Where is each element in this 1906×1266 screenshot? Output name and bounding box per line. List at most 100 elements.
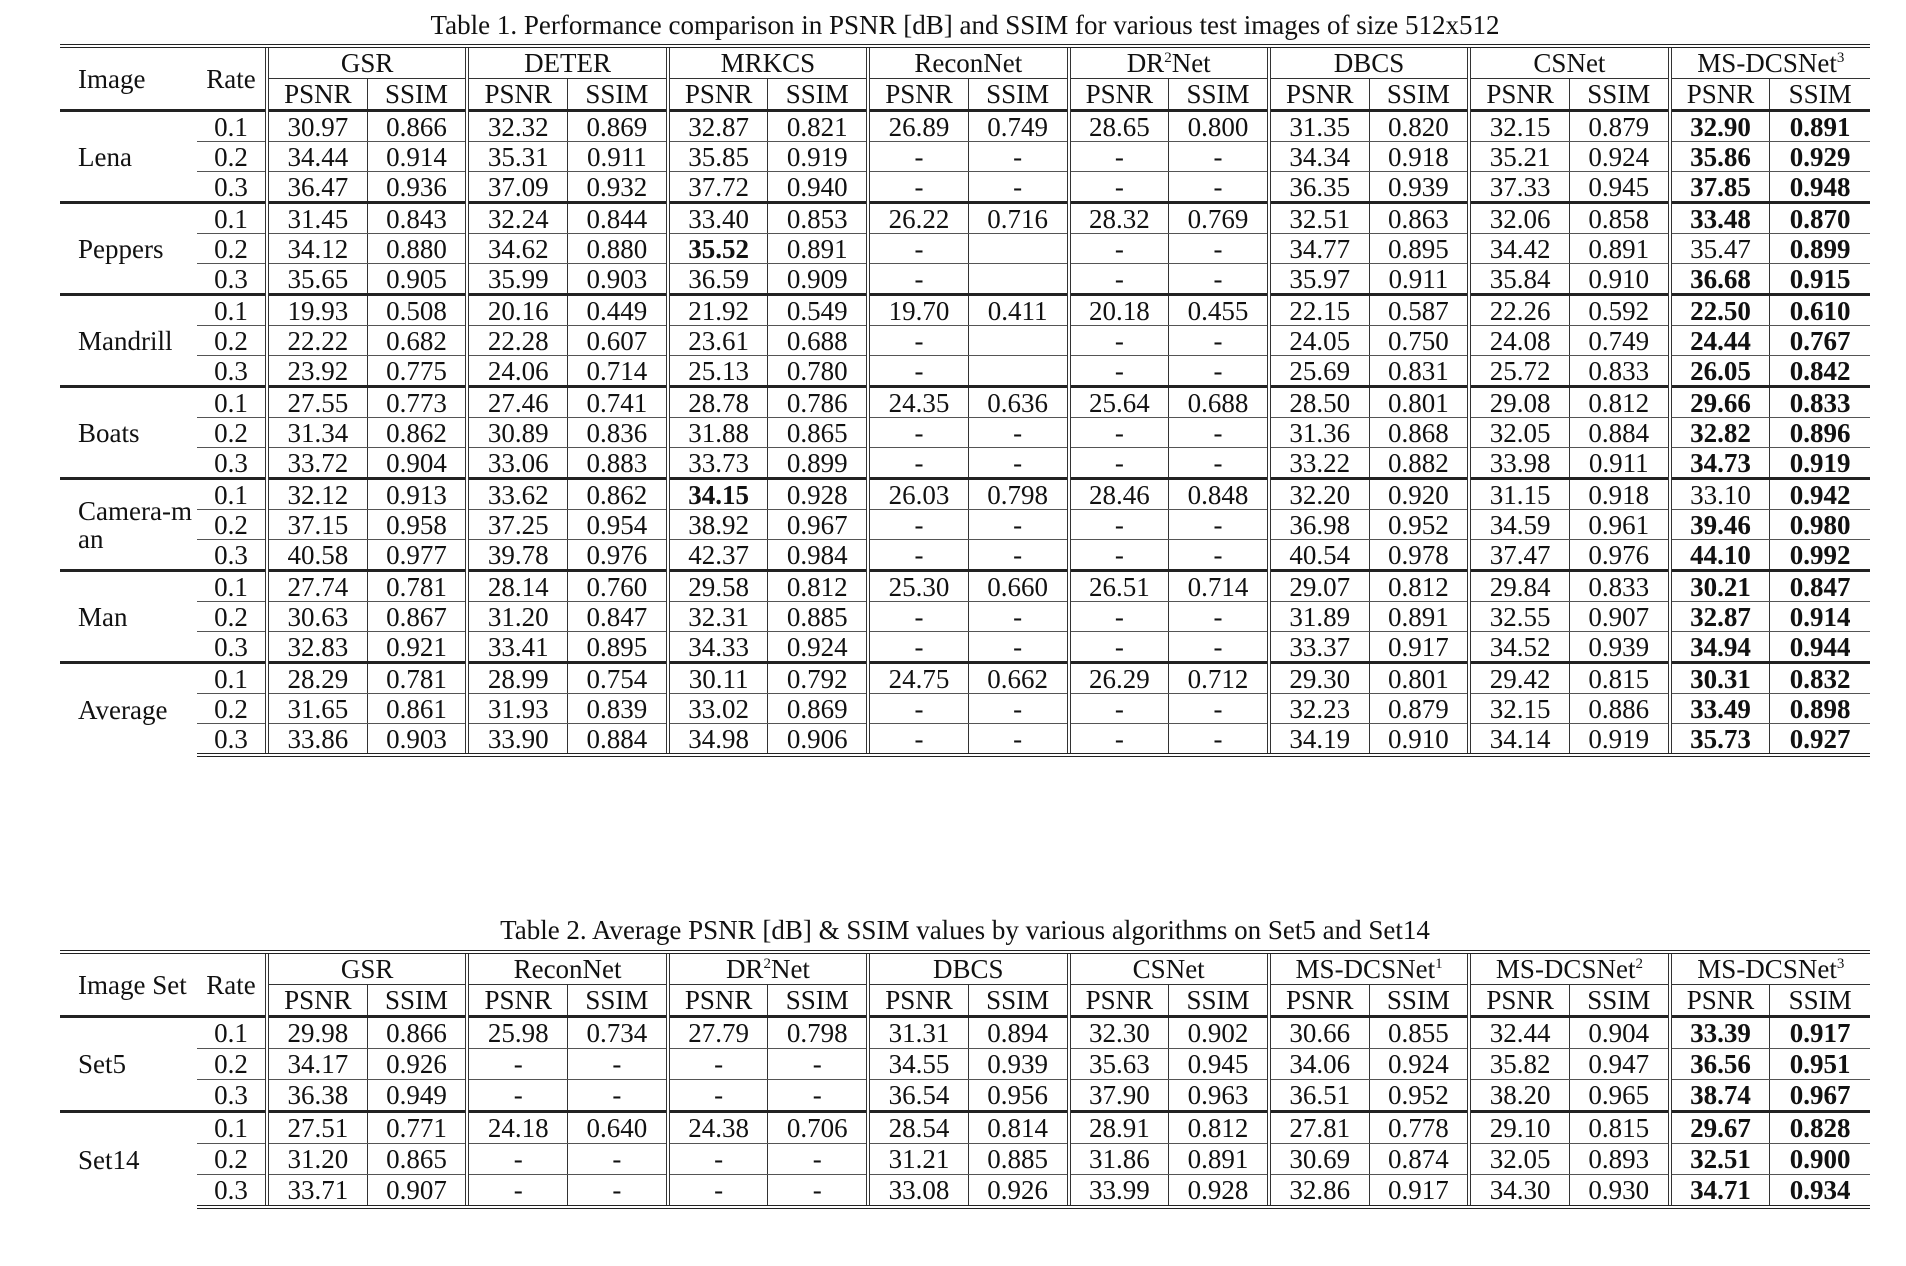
value-cell: 0.869 [567, 110, 668, 142]
value-cell: 38.74 [1667, 1079, 1770, 1112]
metric-header: PSNR [1266, 78, 1370, 112]
value-cell: 37.09 [465, 171, 568, 203]
value-cell: 34.42 [1467, 233, 1570, 264]
value-cell: 0.940 [767, 171, 869, 203]
value-cell: 37.72 [665, 171, 768, 203]
value-cell: 0.914 [366, 141, 468, 172]
value-cell: 0.863 [1368, 201, 1470, 234]
value-cell: 0.734 [567, 1016, 668, 1049]
value-cell: 0.880 [567, 233, 668, 264]
value-cell: 32.23 [1266, 693, 1370, 724]
value-cell: 35.86 [1667, 141, 1770, 172]
value-cell: 0.911 [1368, 263, 1470, 295]
value-cell: 24.44 [1667, 325, 1770, 356]
method-superscript: 3 [1836, 50, 1845, 66]
value-cell: - [1168, 325, 1269, 356]
value-cell: 0.815 [1568, 1110, 1670, 1144]
value-cell: - [567, 1174, 668, 1209]
value-cell: 31.31 [866, 1016, 969, 1049]
value-cell: - [1066, 171, 1169, 203]
rate-cell: 0.3 [197, 723, 267, 757]
value-cell: - [1066, 601, 1169, 632]
value-cell: - [1066, 263, 1169, 295]
value-cell: 0.714 [567, 355, 668, 387]
metric-header: SSIM [967, 78, 1069, 112]
value-cell: 19.70 [866, 293, 969, 326]
value-cell: 35.84 [1467, 263, 1570, 295]
value-cell: 36.56 [1667, 1048, 1770, 1080]
value-cell: - [767, 1174, 869, 1209]
value-cell: - [866, 509, 969, 540]
value-cell: 0.976 [1568, 539, 1670, 571]
table-row: 0.2 31.65 0.861 31.93 0.839 33.02 0.869- - - -32.… [60, 693, 1870, 724]
value-cell: 0.843 [366, 201, 468, 234]
value-cell: - [767, 1143, 869, 1175]
table-row: Camera-man 0.1 32.12 0.913 33.62 0.862 34.15 0.… [60, 477, 1870, 571]
value-cell: 0.907 [366, 1174, 468, 1209]
value-cell: 0.952 [1368, 1079, 1470, 1112]
method-name: CSNet [1132, 954, 1205, 984]
value-cell: 0.965 [1568, 1079, 1670, 1112]
metric-header: SSIM [1769, 984, 1870, 1018]
value-cell: 0.833 [1769, 385, 1870, 418]
value-cell: 0.967 [767, 509, 869, 540]
value-cell: - [866, 539, 969, 571]
value-cell: 0.786 [767, 385, 869, 418]
value-cell [967, 263, 1069, 295]
value-cell: 0.836 [567, 417, 668, 448]
value-cell: - [1168, 693, 1269, 724]
value-cell: 33.62 [465, 477, 568, 510]
value-cell: 27.46 [465, 385, 568, 418]
metric-header: SSIM [1168, 984, 1269, 1018]
value-cell: 0.814 [967, 1110, 1069, 1144]
value-cell: - [967, 417, 1069, 448]
metric-header: PSNR [264, 984, 368, 1018]
best-value: 0.927 [1789, 723, 1851, 754]
value-cell: 0.833 [1568, 355, 1670, 387]
value-cell: 37.33 [1467, 171, 1570, 203]
value-cell: 29.30 [1266, 661, 1370, 694]
metric-header: PSNR [465, 984, 568, 1018]
table-row: 0.2 34.17 0.926- - - -34.55 0.939 35.63 0.945 34.… [60, 1048, 1870, 1080]
value-cell: - [767, 1079, 869, 1112]
method-header: DETER [465, 44, 668, 79]
best-value: 29.67 [1690, 1113, 1751, 1143]
value-cell: 31.34 [264, 417, 368, 448]
value-cell: 0.948 [1769, 171, 1870, 203]
value-cell: 0.610 [1769, 293, 1870, 326]
value-cell: - [866, 417, 969, 448]
rate-cell: 0.3 [197, 355, 267, 387]
value-cell: - [1066, 723, 1169, 757]
value-cell: 33.02 [665, 693, 768, 724]
value-cell: 0.917 [1769, 1016, 1870, 1049]
value-cell: 0.919 [1769, 447, 1870, 479]
best-value: 32.87 [1690, 601, 1751, 632]
value-cell: 32.12 [264, 477, 368, 510]
method-superscript: 2 [763, 956, 771, 972]
method-header: DBCS [866, 950, 1069, 985]
value-cell: 28.54 [866, 1110, 969, 1144]
value-cell: 0.939 [967, 1048, 1069, 1080]
value-cell: 32.32 [465, 110, 568, 142]
value-cell: - [1066, 355, 1169, 387]
table-row: 0.3 36.38 0.949- - - -36.54 0.956 37.90 0.963 36.… [60, 1079, 1870, 1112]
value-cell: - [967, 723, 1069, 757]
table-row: 0.3 33.71 0.907- - - -33.08 0.926 33.99 0.928 32.… [60, 1174, 1870, 1209]
method-name: MS-DCSNet [1295, 954, 1436, 984]
value-cell: 33.48 [1667, 201, 1770, 234]
value-cell: 32.87 [1667, 601, 1770, 632]
value-cell: 22.50 [1667, 293, 1770, 326]
value-cell: 27.79 [665, 1016, 768, 1049]
value-cell: 0.936 [366, 171, 468, 203]
value-cell: 0.980 [1769, 509, 1870, 540]
value-cell: 32.20 [1266, 477, 1370, 510]
value-cell: - [866, 693, 969, 724]
best-value: 0.898 [1789, 693, 1851, 724]
value-cell: 33.72 [264, 447, 368, 479]
value-cell: 0.754 [567, 661, 668, 694]
value-cell: 0.891 [1769, 110, 1870, 142]
best-value: 34.73 [1690, 447, 1751, 478]
value-cell: 22.28 [465, 325, 568, 356]
value-cell: 28.50 [1266, 385, 1370, 418]
value-cell: 0.906 [767, 723, 869, 757]
